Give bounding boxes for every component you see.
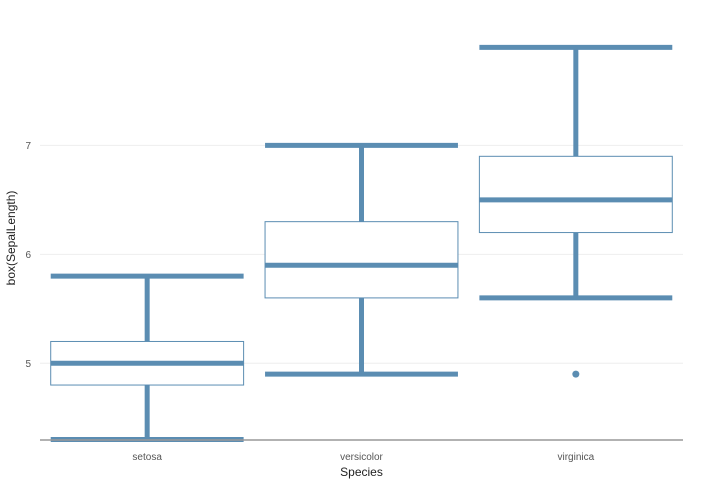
iqr-box	[264, 221, 459, 299]
outlier-point	[572, 370, 580, 378]
iqr-box	[478, 155, 673, 234]
x-tick-label: virginica	[557, 452, 594, 463]
x-tick-label: versicolor	[340, 452, 383, 463]
y-tick-label: 6	[25, 250, 31, 261]
box-setosa	[50, 273, 245, 442]
box-marks	[50, 44, 673, 442]
y-tick-labels: 5 6 7	[25, 141, 31, 370]
x-tick-labels: setosa versicolor virginica	[132, 452, 594, 463]
box-versicolor	[264, 142, 459, 377]
x-tick-label: setosa	[132, 452, 162, 463]
y-tick-label: 7	[25, 141, 31, 152]
y-axis-title: box(SepalLength)	[4, 191, 18, 286]
x-axis-title: Species	[340, 465, 383, 479]
y-tick-label: 5	[25, 359, 31, 370]
box-virginica	[478, 44, 673, 378]
